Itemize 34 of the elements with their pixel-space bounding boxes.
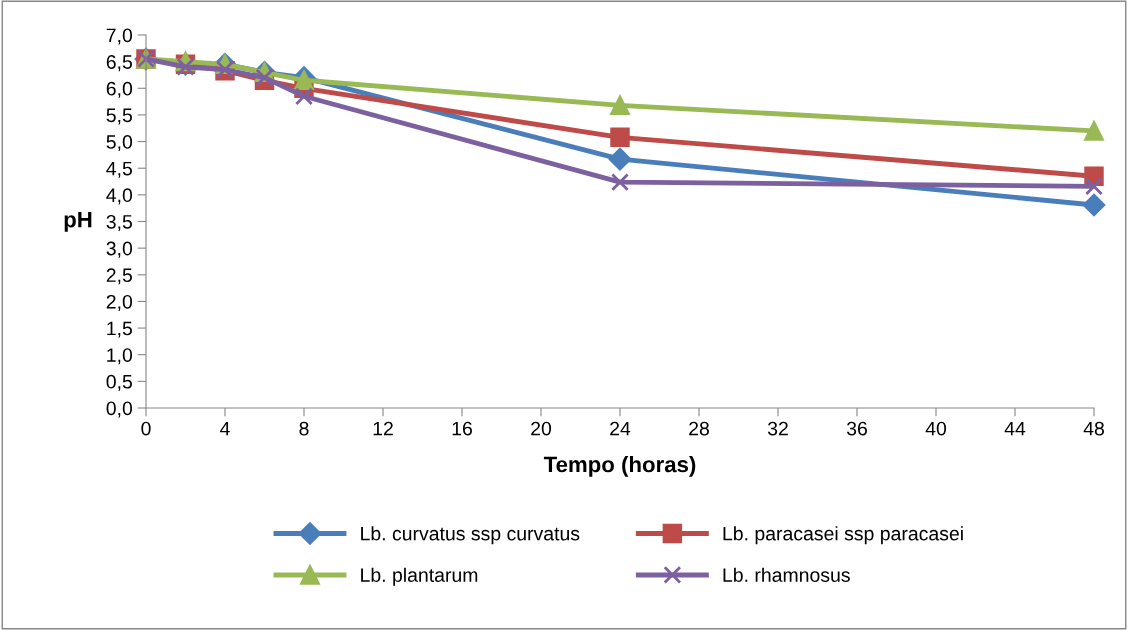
y-axis-title: pH (64, 211, 92, 232)
legend-label: Lb. rhamnosus (723, 567, 850, 582)
x-tick-label: 24 (610, 421, 631, 436)
legend-label: Lb. curvatus ssp curvatus (361, 526, 580, 545)
y-tick-label: 1,5 (107, 321, 132, 338)
y-tick-label: 3,5 (106, 214, 132, 232)
y-tick-label: 6,0 (106, 81, 133, 98)
y-tick-label: 2,5 (106, 268, 132, 285)
y-tick-label: 0,0 (106, 401, 133, 418)
legend-label: Lb. paracasei ssp paracasei (723, 526, 963, 545)
y-tick-label: 7,0 (106, 28, 133, 45)
x-tick-label: 20 (531, 421, 552, 436)
y-tick-label: 0,5 (106, 374, 132, 391)
x-tick-label: 12 (373, 421, 393, 436)
x-tick-label: 48 (1083, 421, 1104, 436)
x-axis-title: Tempo (horas) (543, 455, 696, 477)
y-tick-label: 4,5 (106, 161, 132, 178)
x-tick-label: 32 (767, 421, 788, 436)
x-tick-label: 44 (1004, 421, 1026, 436)
y-tick-label: 6,5 (106, 55, 132, 72)
y-tick-label: 5,5 (106, 108, 132, 125)
y-tick-label: 5,0 (106, 135, 133, 152)
y-tick-label: 2,0 (106, 294, 133, 311)
legend-label: Lb. plantarum (361, 567, 478, 586)
x-tick-label: 40 (925, 421, 947, 436)
x-tick-label: 0 (141, 421, 151, 436)
x-tick-label: 8 (299, 421, 309, 436)
x-tick-label: 36 (846, 421, 867, 436)
y-tick-label: 1,0 (107, 348, 133, 365)
y-tick-label: 4,0 (106, 188, 133, 205)
x-tick-label: 4 (220, 421, 230, 436)
x-tick-label: 28 (689, 421, 709, 436)
y-tick-label: 3,0 (106, 241, 133, 258)
x-tick-label: 16 (452, 421, 472, 436)
